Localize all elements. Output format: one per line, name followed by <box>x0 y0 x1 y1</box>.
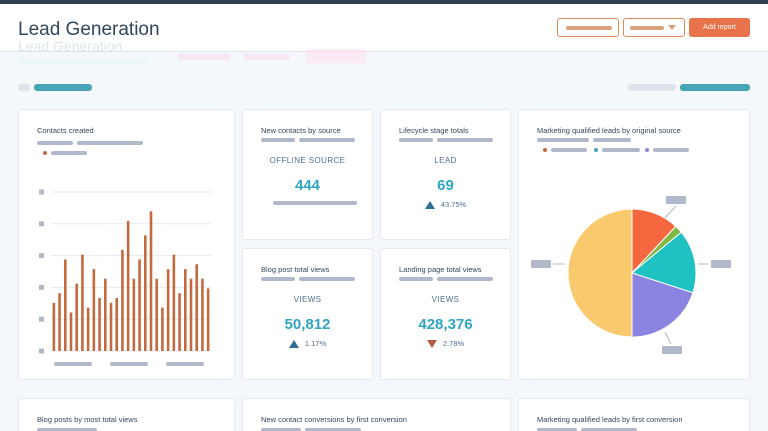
kpi-label: OFFLINE SOURCE <box>269 156 346 165</box>
page-title-ghost: Lead Generation <box>18 38 123 52</box>
kpi-value: 69 <box>437 177 454 194</box>
filter-dropdown-button[interactable] <box>623 18 685 37</box>
bar-mark <box>143 235 147 351</box>
trend-down-icon <box>426 340 437 349</box>
top-navigation-bar <box>0 0 768 4</box>
card-title: New contacts by source <box>261 126 341 135</box>
y-tick-marker <box>39 348 44 354</box>
lifecycle-stage-card[interactable]: Lifecycle stage totals LEAD 69 43.75% <box>380 109 511 240</box>
bar-mark <box>149 211 153 351</box>
kpi-label: VIEWS <box>431 295 460 304</box>
card-title: Marketing qualified leads by first conve… <box>537 415 683 424</box>
card-title: Landing page total views <box>399 265 482 274</box>
card-title: New contact conversions by first convers… <box>261 415 407 424</box>
bar-mark <box>138 259 141 351</box>
tab-placeholder <box>178 54 230 60</box>
kpi-label: VIEWS <box>293 295 322 304</box>
pie-slice <box>567 208 633 338</box>
new-contacts-card[interactable]: New contacts by source OFFLINE SOURCE 44… <box>242 109 373 240</box>
bar-mark <box>172 254 176 351</box>
bar-mark <box>81 254 84 351</box>
y-tick-marker <box>39 221 44 227</box>
kpi-change-value: 43.75% <box>440 200 467 209</box>
kpi-change-value: 2.78% <box>442 339 465 348</box>
add-report-button[interactable]: Add report <box>689 18 750 37</box>
kpi-value: 444 <box>294 177 321 194</box>
bar-mark <box>58 293 61 351</box>
bar-mark <box>52 302 56 351</box>
bar-mark <box>92 269 96 351</box>
kpi-change: 1.17% <box>243 339 372 349</box>
kpi-change: 2.78% <box>381 339 510 349</box>
bar-mark <box>103 278 107 351</box>
bar-mark <box>183 269 187 351</box>
page-title: Lead Generation <box>18 19 160 40</box>
y-tick-marker <box>39 253 44 259</box>
bar-mark <box>121 249 124 351</box>
pie-slice <box>631 272 694 338</box>
kpi-value: 50,812 <box>284 316 331 333</box>
bar-mark <box>195 264 199 351</box>
bar-mark <box>75 283 79 351</box>
card-title: Contacts created <box>37 126 94 135</box>
bar-mark <box>132 278 136 351</box>
kpi-change: 43.75% <box>381 200 510 210</box>
mql-original-source-card[interactable]: Marketing qualified leads by original so… <box>518 109 750 380</box>
blog-posts-most-views-card[interactable]: Blog posts by most total views <box>18 398 235 431</box>
bar-mark <box>86 307 90 351</box>
y-tick-marker <box>39 316 44 322</box>
card-title: Blog post total views <box>261 265 330 274</box>
bar-mark <box>201 278 204 351</box>
chevron-down-icon <box>668 25 676 30</box>
y-tick-marker <box>39 284 44 290</box>
bar-mark <box>63 259 67 351</box>
y-tick-marker <box>39 189 44 195</box>
bar-mark <box>178 293 181 351</box>
card-title: Lifecycle stage totals <box>399 126 469 135</box>
tab-placeholder <box>18 58 148 64</box>
blog-post-views-card[interactable]: Blog post total views VIEWS 50,812 1.17% <box>242 248 373 380</box>
bar-mark <box>161 307 164 351</box>
mql-first-conversion-card[interactable]: Marketing qualified leads by first conve… <box>518 398 750 431</box>
trend-up-icon <box>424 201 435 210</box>
mql-source-pie-chart <box>553 205 709 345</box>
bar-mark <box>126 220 130 351</box>
dashboard-header: Lead Generation Lead Generation Add repo… <box>0 4 768 52</box>
filter-placeholder <box>18 84 30 91</box>
tab-placeholder <box>306 49 366 63</box>
trend-up-icon <box>288 340 299 349</box>
bar-mark <box>189 278 193 351</box>
filter-placeholder <box>628 84 676 91</box>
date-filter-link[interactable] <box>34 84 92 91</box>
contacts-created-card[interactable]: Contacts created <box>18 109 235 380</box>
kpi-label: LEAD <box>434 156 457 165</box>
contacts-created-bar-chart <box>39 189 211 354</box>
bar-mark <box>155 278 159 351</box>
bar-mark <box>109 302 113 351</box>
actions-button[interactable] <box>557 18 619 37</box>
kpi-value: 428,376 <box>418 316 473 333</box>
tab-placeholder <box>244 54 290 60</box>
bar-mark <box>166 269 170 351</box>
landing-page-views-card[interactable]: Landing page total views VIEWS 428,376 2… <box>380 248 511 380</box>
bar-mark <box>98 298 101 351</box>
view-filter-link[interactable] <box>680 84 750 91</box>
contact-conversions-card[interactable]: New contact conversions by first convers… <box>242 398 511 431</box>
bar-mark <box>115 298 119 351</box>
bar-mark <box>69 312 73 351</box>
pie-slice <box>630 231 697 294</box>
card-title: Blog posts by most total views <box>37 415 138 424</box>
card-title: Marketing qualified leads by original so… <box>537 126 681 135</box>
kpi-change-value: 1.17% <box>304 339 327 348</box>
bar-mark <box>206 288 210 351</box>
